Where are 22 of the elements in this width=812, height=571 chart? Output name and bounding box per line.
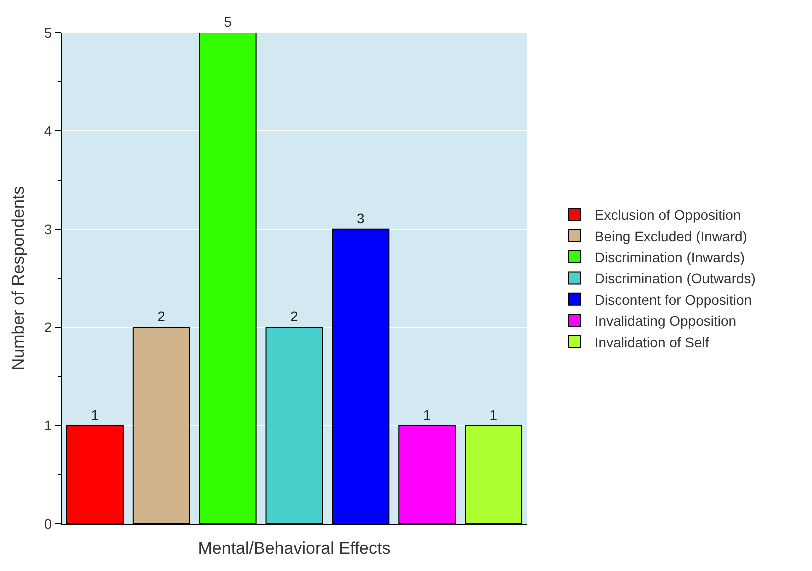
legend-label: Discontent for Opposition [594, 292, 752, 308]
data-label: 2 [158, 308, 166, 325]
y-tick-label: 5 [44, 24, 52, 41]
y-tick-label: 0 [44, 516, 52, 532]
y-axis-title: Number of Respondents [8, 186, 28, 371]
y-tick-label: 3 [44, 221, 52, 238]
legend-label: Exclusion of Opposition [594, 207, 742, 224]
y-tick-label: 1 [44, 418, 52, 434]
legend-label: Discrimination (Outwards) [594, 270, 756, 287]
legend-label: Invalidating Opposition [594, 313, 737, 330]
x-axis-title: Mental/Behavioral Effects [198, 539, 391, 558]
data-label: 5 [224, 14, 232, 30]
data-label: 1 [490, 406, 498, 423]
data-label: 1 [91, 406, 100, 423]
legend-label: Invalidation of Self [594, 334, 710, 350]
legend-label: Discrimination (Inwards) [594, 249, 746, 266]
data-label: 2 [290, 308, 298, 325]
data-label: 1 [423, 406, 432, 423]
y-tick-label: 2 [44, 320, 52, 336]
data-label: 3 [356, 210, 365, 226]
y-tick-label: 4 [44, 123, 52, 140]
legend-label: Being Excluded (Inward) [594, 228, 748, 244]
